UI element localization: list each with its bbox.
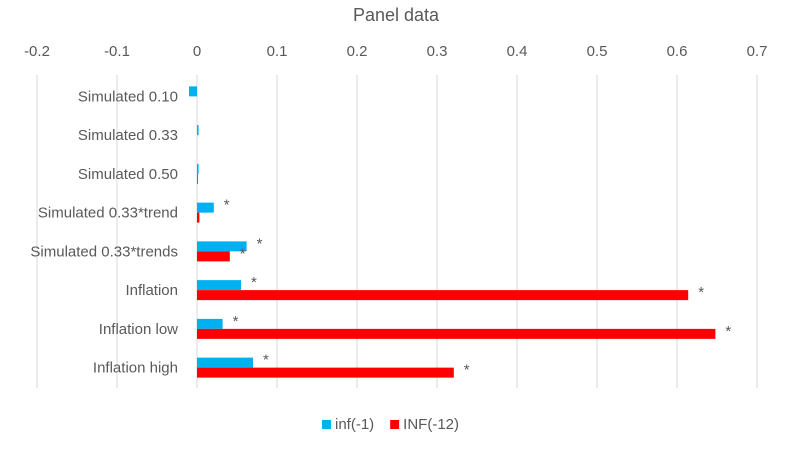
x-tick-label: 0.3 xyxy=(427,43,448,60)
legend-swatch xyxy=(390,420,400,429)
legend-label: inf(-1) xyxy=(335,416,374,433)
x-tick-label: 0.1 xyxy=(267,43,288,60)
bar xyxy=(197,173,198,184)
bar xyxy=(197,202,214,213)
bar xyxy=(197,251,230,262)
annotation: * xyxy=(725,323,731,340)
bar xyxy=(197,212,200,223)
chart-title: Panel data xyxy=(353,5,440,25)
bar xyxy=(197,328,716,339)
legend-swatch xyxy=(322,420,331,429)
annotation: * xyxy=(698,284,704,301)
y-tick-label: Simulated 0.33 xyxy=(78,127,178,144)
annotation: * xyxy=(240,245,246,262)
y-tick-label: Simulated 0.50 xyxy=(78,166,178,183)
x-tick-label: 0.5 xyxy=(587,43,608,60)
y-tick-label: Inflation xyxy=(125,282,178,299)
y-tick-label: Simulated 0.33*trend xyxy=(38,205,178,222)
x-tick-label: 0.2 xyxy=(347,43,368,60)
bar xyxy=(189,86,197,97)
bar xyxy=(197,290,689,301)
bar xyxy=(197,357,253,368)
annotation: * xyxy=(257,235,263,252)
x-tick-label: 0 xyxy=(193,43,201,60)
bar xyxy=(197,163,199,174)
y-tick-label: Simulated 0.33*trends xyxy=(30,243,178,260)
bar xyxy=(197,241,247,252)
legend-label: INF(-12) xyxy=(403,416,459,433)
annotation: * xyxy=(251,274,257,291)
bar xyxy=(197,125,199,136)
annotation: * xyxy=(263,352,269,369)
annotation: * xyxy=(224,197,230,214)
annotation: * xyxy=(233,313,239,330)
bar xyxy=(197,367,454,378)
x-tick-label: 0.7 xyxy=(747,43,768,60)
annotation: * xyxy=(464,362,470,379)
x-tick-label: 0.4 xyxy=(507,43,528,60)
bar xyxy=(197,318,223,329)
x-tick-label: -0.1 xyxy=(104,43,130,60)
bar xyxy=(197,280,241,291)
y-tick-label: Inflation high xyxy=(93,360,178,377)
x-tick-label: 0.6 xyxy=(667,43,688,60)
y-tick-label: Simulated 0.10 xyxy=(78,88,178,105)
x-tick-label: -0.2 xyxy=(24,43,50,60)
y-tick-label: Inflation low xyxy=(99,321,178,338)
